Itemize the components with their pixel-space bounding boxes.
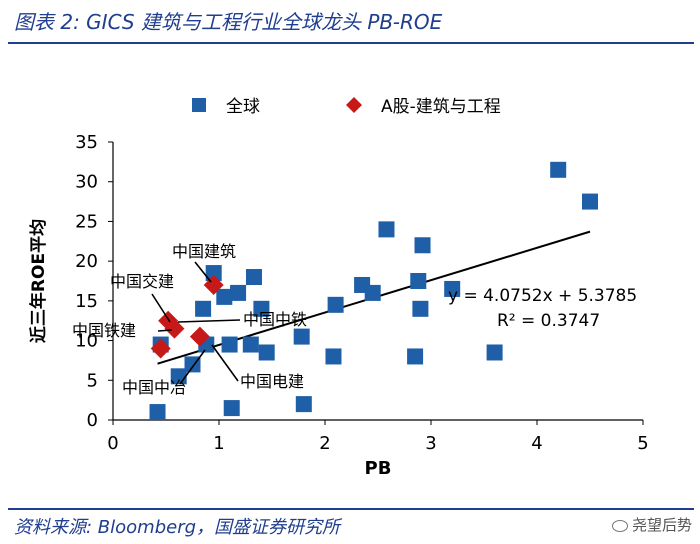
annotation-label: 中国建筑 bbox=[172, 242, 236, 261]
r-squared-label: R² = 0.3747 bbox=[497, 311, 600, 331]
annotation-leader bbox=[157, 329, 173, 332]
data-point-global bbox=[327, 296, 344, 313]
annotation-leader bbox=[151, 293, 171, 323]
data-point-global bbox=[195, 300, 212, 317]
tick-labels: 0 1 2 3 4 5 0 5 10 15 20 25 30 35 近三年ROE平均 bbox=[28, 132, 649, 454]
data-point-global bbox=[412, 300, 429, 317]
x-tick-label: 3 bbox=[425, 433, 436, 454]
watermark-text: 尧望后势 bbox=[631, 516, 692, 534]
data-point-global bbox=[414, 237, 431, 254]
y-tick-label: 20 bbox=[75, 251, 98, 272]
data-point-ashare bbox=[164, 318, 185, 339]
data-point-global bbox=[245, 269, 262, 286]
data-point-global bbox=[407, 348, 424, 365]
legend-label-global: 全球 bbox=[226, 97, 260, 117]
y-tick-label: 10 bbox=[75, 331, 98, 352]
data-point-ashare bbox=[189, 326, 210, 347]
scatter-chart: 0 1 2 3 4 5 0 5 10 15 20 25 30 35 近三年ROE平均 中国建筑中国交建中国铁… bbox=[28, 97, 649, 479]
data-point-global bbox=[293, 328, 310, 345]
annotation-label: 中国交建 bbox=[110, 272, 174, 291]
annotation-leader bbox=[211, 344, 239, 382]
data-point-global bbox=[364, 284, 381, 301]
data-point-global bbox=[486, 344, 503, 361]
annotation-leader bbox=[194, 261, 212, 283]
axes bbox=[108, 141, 644, 425]
legend-label-ashare: A股-建筑与工程 bbox=[381, 97, 501, 117]
annotation-label: 中国电建 bbox=[240, 372, 304, 391]
annotation-leader bbox=[179, 349, 206, 385]
y-tick-label: 5 bbox=[87, 370, 98, 391]
x-tick-label: 5 bbox=[637, 433, 648, 454]
watermark: 尧望后势 bbox=[611, 514, 692, 535]
y-tick-label: 0 bbox=[87, 410, 98, 431]
source-note: 资料来源: Bloomberg，国盛证券研究所 bbox=[14, 517, 341, 538]
data-point-global bbox=[223, 400, 240, 417]
data-point-global bbox=[230, 284, 247, 301]
x-tick-label: 2 bbox=[319, 433, 330, 454]
annotation-leader bbox=[177, 319, 241, 323]
y-tick-label: 35 bbox=[75, 132, 98, 153]
data-point-global bbox=[216, 288, 233, 305]
regression-equation: y = 4.0752x + 5.3785 bbox=[448, 286, 637, 306]
x-tick-label: 4 bbox=[531, 433, 542, 454]
legend-marker-global bbox=[192, 98, 206, 112]
x-axis-label: PB bbox=[365, 458, 392, 479]
data-point-global bbox=[378, 221, 395, 238]
annotation-label: 中国铁建 bbox=[72, 321, 136, 340]
annotation-label: 中国中冶 bbox=[122, 378, 186, 397]
data-point-global bbox=[410, 273, 427, 289]
data-point-global bbox=[444, 280, 461, 297]
footer-divider bbox=[8, 508, 694, 510]
data-point-global bbox=[242, 336, 259, 353]
y-tick-label: 30 bbox=[75, 172, 98, 193]
title-divider bbox=[8, 42, 694, 44]
annotation-label: 中国中铁 bbox=[243, 310, 307, 329]
data-point-global bbox=[253, 300, 270, 317]
y-axis-label: 近三年ROE平均 bbox=[28, 219, 49, 343]
data-point-global bbox=[221, 336, 238, 353]
data-point-global bbox=[582, 193, 598, 210]
data-point-global bbox=[149, 404, 166, 421]
x-tick-label: 0 bbox=[107, 433, 118, 454]
data-point-global bbox=[295, 396, 312, 413]
data-point-global bbox=[205, 265, 222, 282]
legend-marker-ashare bbox=[346, 97, 362, 113]
data-point-ashare bbox=[150, 338, 171, 359]
data-point-global bbox=[258, 344, 275, 361]
data-point-global bbox=[325, 348, 342, 365]
legend: 全球 A股-建筑与工程 bbox=[192, 97, 501, 117]
y-tick-label: 15 bbox=[75, 291, 98, 312]
y-tick-label: 25 bbox=[75, 211, 98, 232]
x-tick-label: 1 bbox=[213, 433, 224, 454]
wechat-icon bbox=[611, 519, 628, 532]
data-point-global bbox=[550, 161, 567, 178]
chart-title: 图表 2: GICS 建筑与工程行业全球龙头 PB-ROE bbox=[14, 10, 443, 34]
